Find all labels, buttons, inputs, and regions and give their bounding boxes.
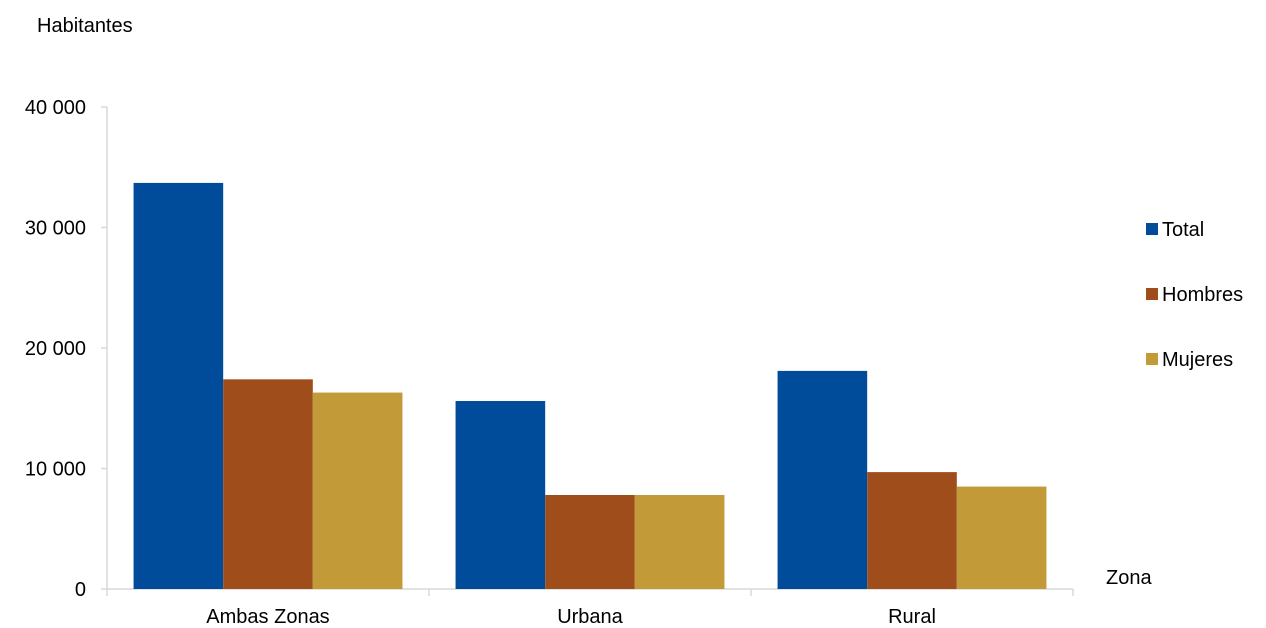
x-axis-label: Zona	[1106, 567, 1152, 589]
x-tick-label: Urbana	[557, 606, 623, 628]
y-tick-label: 10 000	[25, 459, 86, 481]
x-tick-label: Rural	[888, 606, 936, 628]
y-tick-label: 0	[75, 579, 86, 601]
x-tick-label: Ambas Zonas	[206, 606, 329, 628]
bar-hombres-urbana	[545, 495, 635, 589]
y-tick-label: 20 000	[25, 338, 86, 360]
y-tick-label: 40 000	[25, 97, 86, 119]
legend-swatch	[1146, 223, 1158, 235]
x-axis: Ambas Zonas Urbana Rural	[106, 588, 1074, 628]
y-axis: 0 10 000 20 000 30 000 40 000	[25, 97, 108, 601]
bar-mujeres-ambas-zonas	[312, 392, 403, 589]
legend-label: Hombres	[1162, 284, 1243, 306]
y-axis-label: Habitantes	[37, 15, 133, 37]
bar-total-urbana	[455, 401, 546, 589]
bar-mujeres-urbana	[634, 495, 725, 589]
legend-swatch	[1146, 353, 1158, 365]
legend-swatch	[1146, 288, 1158, 300]
bar-hombres-ambas-zonas	[223, 379, 313, 589]
bars	[133, 182, 1047, 590]
bar-total-rural	[777, 370, 868, 589]
y-tick-label: 30 000	[25, 218, 86, 240]
bar-mujeres-rural	[956, 486, 1047, 589]
bar-hombres-rural	[867, 472, 957, 589]
legend-label: Mujeres	[1162, 349, 1233, 371]
bar-total-ambas-zonas	[133, 182, 224, 590]
legend: Total Hombres Mujeres	[1146, 219, 1243, 371]
legend-label: Total	[1162, 219, 1204, 241]
